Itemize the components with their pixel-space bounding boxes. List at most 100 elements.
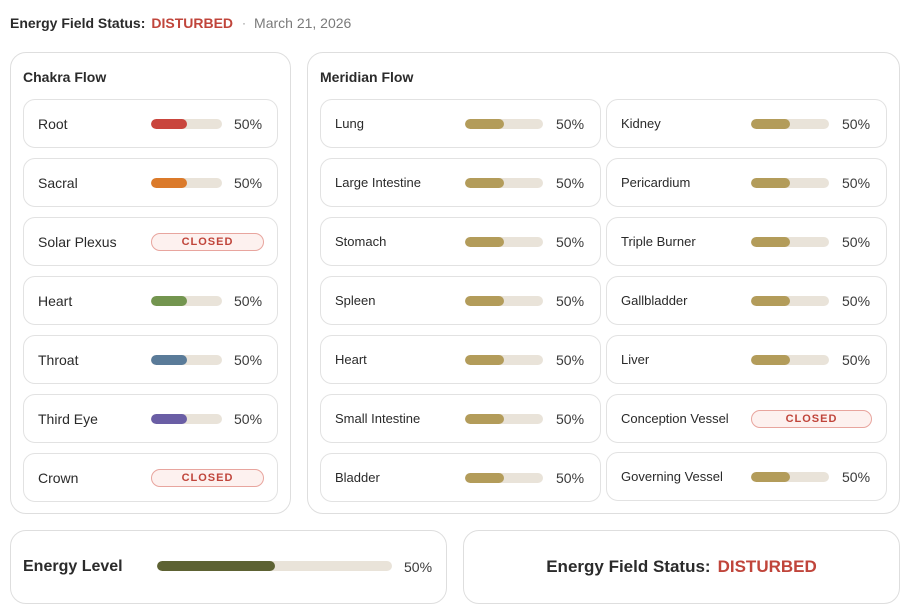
meridian-flow-bar: [465, 414, 543, 424]
closed-badge: CLOSED: [151, 469, 264, 487]
energy-level-percent: 50%: [404, 559, 433, 575]
chakra-row-throat: Throat 50%: [23, 335, 278, 384]
meridian-name: Pericardium: [621, 175, 691, 190]
status-value: DISTURBED: [151, 15, 234, 31]
meridian-flow-fill: [751, 178, 790, 188]
chakra-row-sacral: Sacral 50%: [23, 158, 278, 207]
meridian-flow-bar: [751, 355, 829, 365]
meridian-name: Small Intestine: [335, 411, 421, 426]
meridian-percent: 50%: [556, 233, 585, 250]
chakra-percent: 50%: [234, 174, 263, 191]
chakra-flow-bar: [151, 355, 222, 365]
closed-badge: CLOSED: [751, 410, 872, 428]
meridian-row-lung: Lung 50%: [320, 99, 601, 148]
meridian-name: Triple Burner: [621, 234, 696, 249]
meridian-flow-fill: [751, 472, 790, 482]
meridian-name: Large Intestine: [335, 175, 422, 190]
meridian-flow-bar: [751, 237, 829, 247]
chakra-name: Throat: [38, 351, 79, 368]
meridian-name: Spleen: [335, 293, 376, 308]
meridian-name: Kidney: [621, 116, 661, 131]
chakra-name: Root: [38, 115, 68, 132]
meridian-name: Heart: [335, 352, 367, 367]
meridian-flow-fill: [751, 355, 790, 365]
chakra-name: Third Eye: [38, 410, 98, 427]
meridian-row-conception-vessel: Conception Vessel CLOSED: [606, 394, 887, 443]
meridian-percent: 50%: [556, 174, 585, 191]
meridian-flow-fill: [465, 355, 504, 365]
meridian-flow-bar: [751, 119, 829, 129]
status-header: Energy Field Status: DISTURBED · March 2…: [10, 13, 351, 33]
meridian-percent: 50%: [842, 115, 871, 132]
meridian-flow-fill: [751, 237, 790, 247]
meridian-flow-fill: [465, 237, 504, 247]
energy-level-bar: [157, 561, 392, 571]
meridian-percent: 50%: [556, 469, 585, 486]
chakra-name: Sacral: [38, 174, 78, 191]
meridian-row-kidney: Kidney 50%: [606, 99, 887, 148]
energy-field-status-card: Energy Field Status: DISTURBED: [463, 530, 900, 604]
energy-level-panel: Energy Level 50%: [10, 530, 447, 604]
meridian-flow-bar: [465, 473, 543, 483]
meridian-name: Lung: [335, 116, 364, 131]
meridian-percent: 50%: [556, 410, 585, 427]
meridian-flow-bar: [751, 178, 829, 188]
meridian-row-heart: Heart 50%: [320, 335, 601, 384]
meridian-name: Governing Vessel: [621, 469, 723, 484]
chakra-name: Crown: [38, 469, 79, 486]
status-card-value: DISTURBED: [717, 557, 817, 576]
energy-level-title: Energy Level: [23, 558, 123, 575]
meridian-flow-title: Meridian Flow: [320, 69, 414, 85]
chakra-percent: 50%: [234, 351, 263, 368]
meridian-flow-bar: [465, 296, 543, 306]
chakra-name: Solar Plexus: [38, 233, 117, 250]
meridian-flow-fill: [465, 119, 504, 129]
chakra-row-heart: Heart 50%: [23, 276, 278, 325]
meridian-flow-fill: [465, 473, 504, 483]
chakra-percent: 50%: [234, 292, 263, 309]
meridian-name: Stomach: [335, 234, 387, 249]
chakra-flow-bar: [151, 296, 222, 306]
meridian-percent: 50%: [556, 115, 585, 132]
meridian-flow-bar: [465, 178, 543, 188]
chakra-flow-fill: [151, 355, 187, 365]
chakra-flow-bar: [151, 119, 222, 129]
meridian-percent: 50%: [842, 292, 871, 309]
chakra-row-root: Root 50%: [23, 99, 278, 148]
chakra-flow-fill: [151, 414, 187, 424]
meridian-row-large-intestine: Large Intestine 50%: [320, 158, 601, 207]
meridian-row-governing-vessel: Governing Vessel 50%: [606, 452, 887, 501]
meridian-flow-fill: [465, 296, 504, 306]
meridian-row-spleen: Spleen 50%: [320, 276, 601, 325]
meridian-percent: 50%: [556, 351, 585, 368]
meridian-flow-bar: [751, 296, 829, 306]
meridian-percent: 50%: [842, 174, 871, 191]
chakra-row-crown: Crown CLOSED: [23, 453, 278, 502]
meridian-percent: 50%: [842, 468, 871, 485]
chakra-percent: 50%: [234, 410, 263, 427]
chakra-row-third-eye: Third Eye 50%: [23, 394, 278, 443]
meridian-flow-fill: [751, 296, 790, 306]
meridian-flow-fill: [465, 178, 504, 188]
meridian-flow-panel: Meridian Flow Lung 50% Large Intestine 50% S…: [307, 52, 900, 514]
meridian-name: Liver: [621, 352, 650, 367]
meridian-row-liver: Liver 50%: [606, 335, 887, 384]
meridian-percent: 50%: [842, 351, 871, 368]
chakra-row-solar-plexus: Solar Plexus CLOSED: [23, 217, 278, 266]
chakra-name: Heart: [38, 292, 73, 309]
chakra-flow-panel: Chakra Flow Root 50% Sacral 50% Solar Plexus…: [10, 52, 291, 514]
status-label: Energy Field Status:: [10, 15, 146, 31]
chakra-percent: 50%: [234, 115, 263, 132]
meridian-flow-bar: [751, 472, 829, 482]
chakra-flow-fill: [151, 178, 187, 188]
meridian-name: Conception Vessel: [621, 411, 729, 426]
chakra-flow-fill: [151, 296, 187, 306]
meridian-row-pericardium: Pericardium 50%: [606, 158, 887, 207]
meridian-flow-bar: [465, 119, 543, 129]
separator-dot: ·: [242, 16, 247, 30]
closed-badge: CLOSED: [151, 233, 264, 251]
chakra-flow-fill: [151, 119, 187, 129]
chakra-flow-bar: [151, 414, 222, 424]
chakra-flow-title: Chakra Flow: [23, 69, 107, 85]
meridian-name: Gallbladder: [621, 293, 688, 308]
